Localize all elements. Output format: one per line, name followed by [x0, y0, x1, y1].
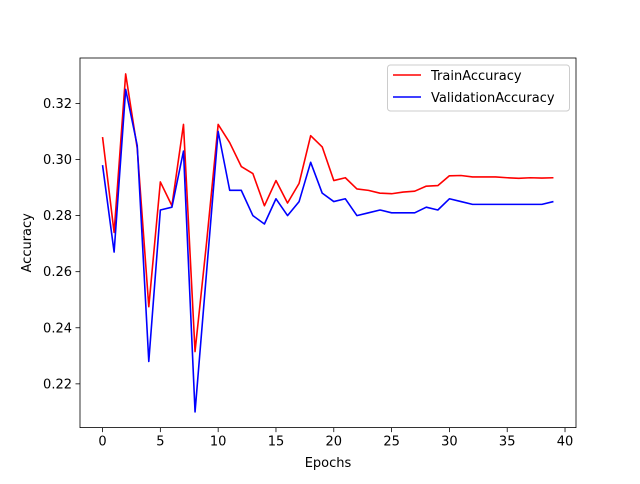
axes-frame	[79, 57, 577, 429]
plot-area	[79, 57, 577, 429]
x-tick-label: 25	[383, 435, 400, 450]
legend: TrainAccuracy ValidationAccuracy	[387, 64, 570, 112]
series-line-trainaccuracy	[101, 73, 554, 353]
y-tick-label: 0.26	[43, 265, 72, 280]
y-tick-label: 0.28	[43, 209, 72, 224]
y-tick-label: 0.32	[43, 97, 72, 112]
y-tick-label: 0.30	[43, 153, 72, 168]
x-tick-label: 5	[156, 435, 164, 450]
x-tick-label: 15	[268, 435, 285, 450]
x-tick-label: 30	[441, 435, 458, 450]
x-tick-label: 35	[499, 435, 516, 450]
x-tick-label: 10	[210, 435, 227, 450]
x-axis-ticks: 0 5 10 15 20 25 30 35 40	[98, 427, 574, 450]
x-axis-label: Epochs	[305, 456, 352, 471]
y-tick-label: 0.22	[43, 377, 72, 392]
y-tick-label: 0.24	[43, 321, 72, 336]
y-axis-ticks: 0.22 0.24 0.26 0.28 0.30 0.32	[43, 97, 80, 392]
series-line-validationaccuracy	[101, 88, 554, 413]
legend-label-validation: ValidationAccuracy	[431, 91, 555, 106]
legend-box	[387, 64, 570, 112]
series-group	[101, 73, 554, 413]
legend-label-train: TrainAccuracy	[430, 69, 522, 84]
x-tick-label: 40	[557, 435, 574, 450]
x-tick-label: 20	[326, 435, 343, 450]
x-tick-label: 0	[98, 435, 106, 450]
y-axis-label: Accuracy	[20, 213, 35, 273]
